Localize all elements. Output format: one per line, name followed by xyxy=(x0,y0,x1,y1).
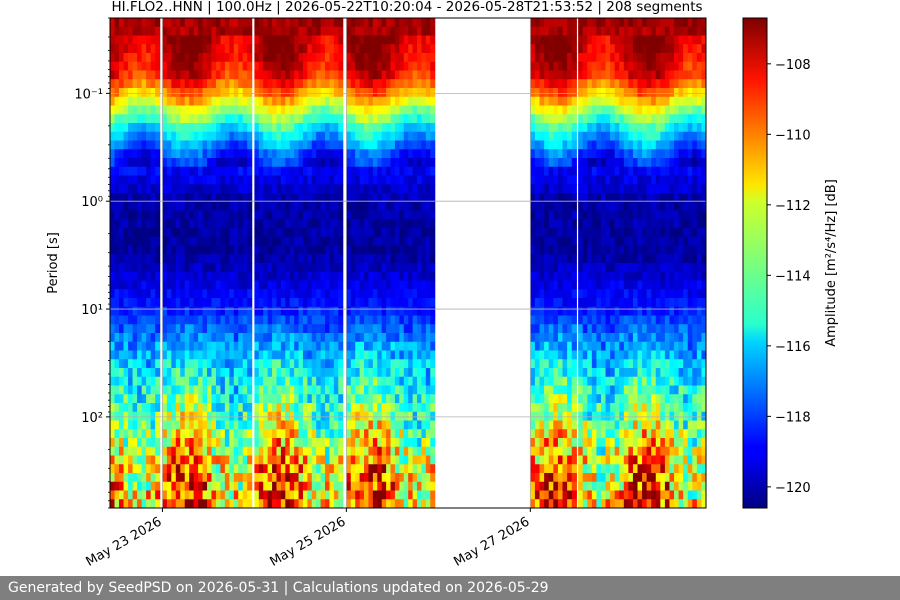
colorbar-tick-label: −116 xyxy=(775,340,811,355)
chart-title: HI.FLO2..HNN | 100.0Hz | 2026-05-22T10:2… xyxy=(111,0,702,15)
heatmap-segment xyxy=(162,18,253,508)
colorbar-tick-label: −108 xyxy=(775,58,811,73)
heatmap-segment xyxy=(254,18,344,508)
heatmap-segment xyxy=(346,18,436,508)
footer-bar: Generated by SeedPSD on 2026-05-31 | Cal… xyxy=(0,576,900,600)
y-tick-label: 10¹ xyxy=(81,303,103,318)
colorbar-tick-label: −120 xyxy=(775,481,811,496)
plot-frame xyxy=(109,17,707,509)
heatmap-segment xyxy=(578,18,706,508)
grid-layer xyxy=(110,18,706,508)
x-tick-label: May 25 2026 xyxy=(267,514,348,569)
heatmap-layer xyxy=(110,18,706,508)
y-tick-label: 10⁻¹ xyxy=(74,87,103,102)
colorbar-tick-label: −114 xyxy=(775,269,811,284)
heatmap-segment xyxy=(530,18,577,508)
colorbar-tick-label: −118 xyxy=(775,410,811,425)
colorbar-label: Amplitude [m²/s⁴/Hz] [dB] xyxy=(824,179,839,347)
footer-text: Generated by SeedPSD on 2026-05-31 | Cal… xyxy=(8,580,549,596)
colorbar-tick-label: −112 xyxy=(775,199,811,214)
x-axis: May 23 2026 May 25 2026 May 27 2026 xyxy=(84,508,532,570)
colorbar-tick-label: −110 xyxy=(775,128,811,143)
colorbar-axis: −108 −110 −112 −114 −116 −118 −120 xyxy=(767,58,811,496)
colorbar xyxy=(742,17,768,509)
y-axis-label: Period [s] xyxy=(46,232,61,294)
x-tick-label: May 23 2026 xyxy=(84,514,165,569)
x-tick-label: May 27 2026 xyxy=(451,514,532,569)
y-tick-label: 10⁰ xyxy=(81,195,103,210)
y-axis: 10⁻¹ 10⁰ 10¹ 10² xyxy=(74,17,110,509)
y-tick-label: 10² xyxy=(81,411,103,426)
heatmap-segment xyxy=(110,18,161,508)
